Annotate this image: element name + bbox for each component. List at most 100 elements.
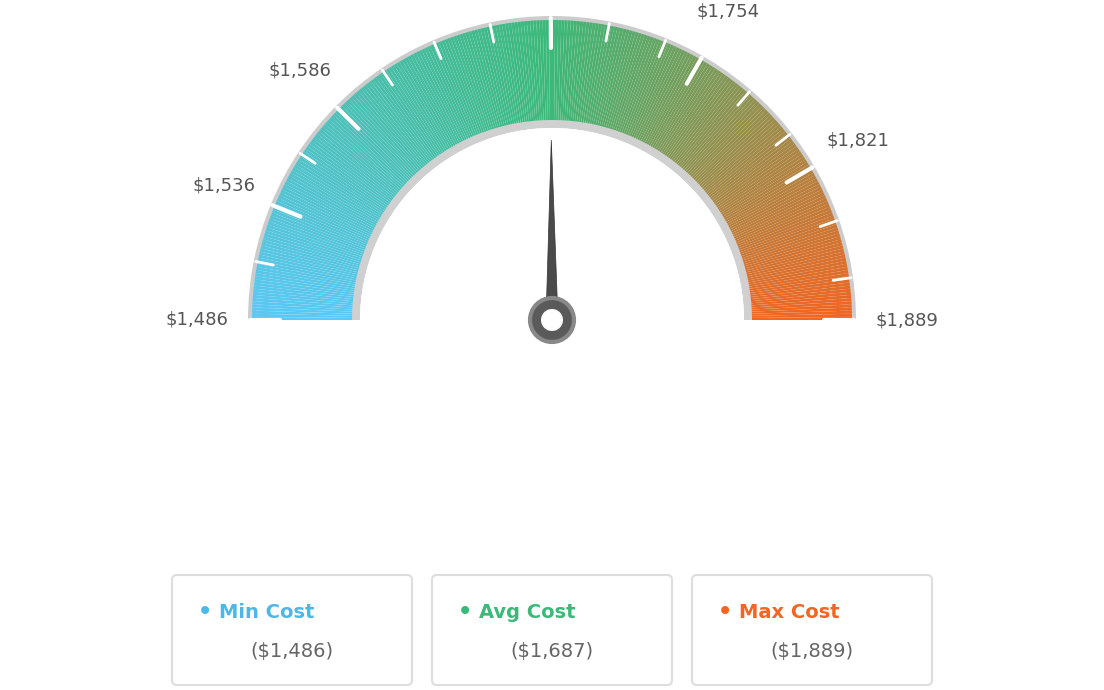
Wedge shape [386,68,446,157]
Wedge shape [319,129,402,197]
Wedge shape [463,33,496,134]
Wedge shape [721,170,814,224]
Text: $1,889: $1,889 [875,311,938,329]
Wedge shape [722,172,815,226]
Wedge shape [309,141,395,206]
Wedge shape [253,298,358,308]
Wedge shape [336,110,413,185]
Wedge shape [484,27,509,130]
Wedge shape [252,308,358,314]
Wedge shape [691,110,768,185]
Text: $1,586: $1,586 [268,61,331,79]
Wedge shape [643,54,693,148]
Wedge shape [530,21,540,126]
Wedge shape [255,276,359,293]
Wedge shape [492,26,516,129]
Wedge shape [665,75,729,162]
Wedge shape [731,201,829,244]
Wedge shape [445,39,484,138]
Wedge shape [604,31,636,132]
Wedge shape [710,144,797,207]
Text: Max Cost: Max Cost [739,602,840,622]
Wedge shape [300,154,390,214]
Wedge shape [537,20,544,126]
Wedge shape [698,121,779,193]
Wedge shape [263,236,364,268]
Wedge shape [708,139,793,204]
Wedge shape [447,38,486,137]
Wedge shape [746,308,852,314]
Wedge shape [622,40,662,139]
Wedge shape [744,264,847,286]
Wedge shape [394,63,452,155]
Wedge shape [746,295,851,306]
Wedge shape [690,108,766,184]
Wedge shape [733,210,832,250]
Wedge shape [593,26,617,130]
Wedge shape [736,224,837,259]
Wedge shape [344,101,418,179]
Wedge shape [373,77,437,164]
Wedge shape [707,136,790,202]
Wedge shape [290,170,383,224]
Wedge shape [273,206,371,248]
Wedge shape [740,236,841,268]
Wedge shape [743,257,846,282]
Wedge shape [549,20,552,125]
Wedge shape [368,81,434,166]
Wedge shape [670,81,736,166]
Wedge shape [649,60,704,152]
Wedge shape [327,119,407,191]
Wedge shape [684,99,757,178]
Wedge shape [277,198,374,243]
Wedge shape [586,25,608,128]
Wedge shape [523,21,535,126]
FancyBboxPatch shape [172,575,412,685]
Wedge shape [270,213,370,252]
Wedge shape [566,21,577,126]
Wedge shape [729,193,825,239]
Wedge shape [282,186,378,235]
Wedge shape [640,52,691,147]
Wedge shape [562,21,571,126]
Wedge shape [302,151,391,212]
Wedge shape [255,273,360,291]
Wedge shape [325,121,406,193]
Wedge shape [363,85,431,168]
Wedge shape [257,261,361,284]
Wedge shape [620,39,659,138]
Wedge shape [433,43,477,141]
Wedge shape [280,190,376,237]
Wedge shape [381,72,443,160]
Wedge shape [743,261,847,284]
Wedge shape [418,50,467,146]
Wedge shape [709,141,795,206]
Wedge shape [533,21,542,126]
Wedge shape [635,48,682,144]
Wedge shape [361,87,429,170]
Wedge shape [572,21,586,126]
Wedge shape [450,37,488,137]
Wedge shape [256,270,360,290]
Wedge shape [257,264,360,286]
Wedge shape [725,181,819,231]
Wedge shape [402,59,456,151]
Wedge shape [258,257,361,282]
Wedge shape [279,193,375,239]
Wedge shape [673,85,741,168]
Wedge shape [675,87,743,170]
Wedge shape [299,157,389,215]
Wedge shape [269,215,369,254]
Wedge shape [454,36,490,136]
Wedge shape [375,75,439,162]
Wedge shape [351,95,423,175]
Wedge shape [744,270,848,290]
Wedge shape [262,242,363,271]
Wedge shape [651,62,708,153]
Wedge shape [252,310,357,316]
Wedge shape [742,255,846,279]
Wedge shape [564,21,574,126]
Wedge shape [554,20,559,125]
Wedge shape [254,279,359,295]
Wedge shape [613,34,648,135]
